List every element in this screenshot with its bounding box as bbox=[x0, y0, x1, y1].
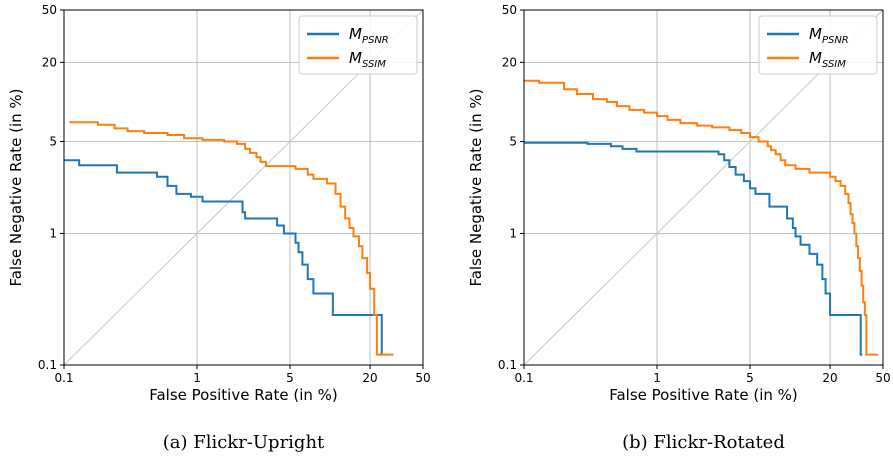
legend-entry-main: M bbox=[809, 25, 822, 43]
legend-box bbox=[758, 15, 878, 75]
y-tick-label: 50 bbox=[502, 3, 517, 17]
y-axis-label: False Negative Rate (in %) bbox=[7, 88, 25, 286]
series-line-ssim bbox=[69, 121, 394, 356]
x-tick-label: 0.1 bbox=[514, 371, 533, 385]
x-tick-label: 5 bbox=[746, 371, 754, 385]
y-tick-label: 0.1 bbox=[38, 358, 57, 372]
legend-entry-subscript: SSIM bbox=[362, 59, 386, 70]
x-tick-label: 0.1 bbox=[54, 371, 73, 385]
legend-entry-subscript: PSNR bbox=[362, 35, 389, 46]
legend-box bbox=[298, 15, 418, 75]
y-tick-label: 20 bbox=[502, 55, 517, 69]
y-tick-label: 5 bbox=[509, 135, 517, 149]
legend-entry-psnr: MPSNR bbox=[349, 25, 389, 46]
series-line-psnr bbox=[64, 159, 383, 356]
y-tick-label: 1 bbox=[49, 226, 57, 240]
y-tick-label: 5 bbox=[49, 135, 57, 149]
legend-entry-main: M bbox=[349, 25, 362, 43]
series-line-psnr bbox=[524, 141, 863, 356]
legend-entry-main: M bbox=[809, 49, 822, 67]
series-line-ssim bbox=[524, 79, 879, 356]
legend-entry-ssim: MSSIM bbox=[349, 49, 386, 70]
y-tick-label: 1 bbox=[509, 226, 517, 240]
legend-entry-subscript: PSNR bbox=[822, 35, 849, 46]
legend-entry-psnr: MPSNR bbox=[809, 25, 849, 46]
chart-panel-2: 0.1 1 5 20 50 0.1 1 5 20 50 False Positive Rate (i… bbox=[467, 3, 891, 453]
plot-frame bbox=[523, 9, 884, 366]
x-axis-label: False Positive Rate (in %) bbox=[609, 386, 798, 404]
x-axis-label: False Positive Rate (in %) bbox=[149, 386, 338, 404]
plot-frame bbox=[63, 9, 424, 366]
x-tick-label: 5 bbox=[286, 371, 294, 385]
x-tick-label: 50 bbox=[875, 371, 890, 385]
legend-entry-main: M bbox=[349, 49, 362, 67]
chart-panel-1: 0.1 1 5 20 50 0.1 1 5 20 50 False Positive Rate (i… bbox=[7, 3, 431, 453]
y-axis-label: False Negative Rate (in %) bbox=[467, 88, 485, 286]
y-tick-label: 20 bbox=[42, 55, 57, 69]
legend-entry-subscript: SSIM bbox=[822, 59, 846, 70]
x-tick-label: 20 bbox=[822, 371, 837, 385]
x-tick-label: 1 bbox=[653, 371, 661, 385]
x-tick-label: 1 bbox=[193, 371, 201, 385]
x-tick-label: 50 bbox=[415, 371, 430, 385]
legend-entry-ssim: MSSIM bbox=[809, 49, 846, 70]
y-tick-label: 50 bbox=[42, 3, 57, 17]
figure-caption: (b) Flickr-Rotated bbox=[622, 432, 785, 453]
y-tick-label: 0.1 bbox=[498, 358, 517, 372]
figure-caption: (a) Flickr-Upright bbox=[163, 432, 325, 453]
x-tick-label: 20 bbox=[362, 371, 377, 385]
